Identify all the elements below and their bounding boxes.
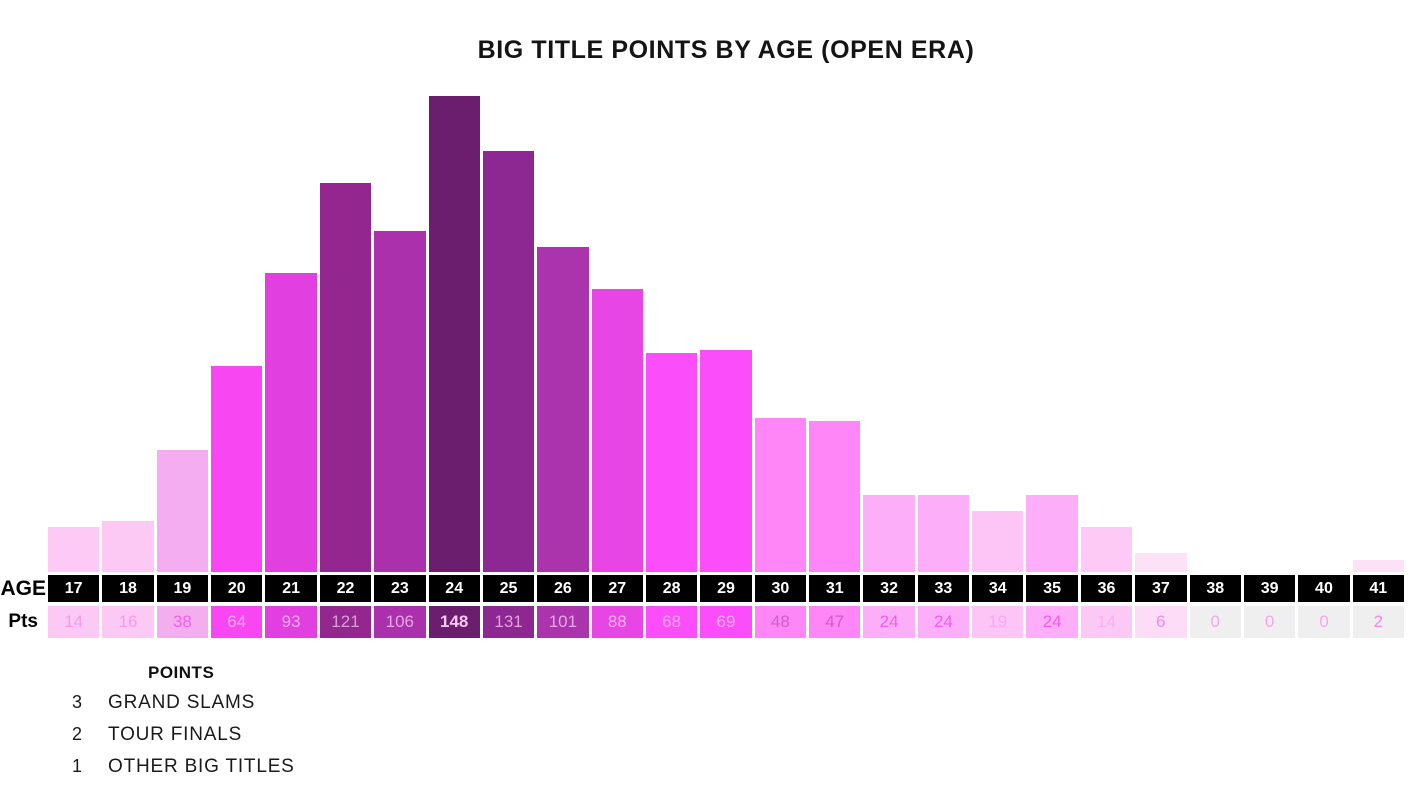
- pts-cell-26: 101: [537, 606, 589, 638]
- pts-cell-38: 0: [1189, 606, 1241, 638]
- age-cell-34: 34: [972, 575, 1024, 602]
- pts-cell-19: 38: [156, 606, 209, 638]
- age-cell-38: 38: [1189, 575, 1241, 602]
- bar-age-20: [211, 366, 263, 572]
- age-cell-37: 37: [1135, 575, 1187, 602]
- pts-cell-36: 14: [1080, 606, 1133, 638]
- bar-age-18: [102, 521, 154, 572]
- bar-age-30: [754, 418, 807, 572]
- pts-cell-40: 0: [1298, 606, 1350, 638]
- bar-age-25: [482, 151, 535, 572]
- legend-item-grand-slams: 3 GRAND SLAMS: [0, 692, 255, 714]
- pts-cell-37: 6: [1135, 606, 1187, 638]
- age-axis-label: AGE: [0, 577, 46, 600]
- bar-age-36: [1080, 527, 1133, 572]
- plot-area: [48, 96, 1404, 572]
- bar-age-37: [1135, 553, 1187, 572]
- bar-age-22: [319, 183, 372, 572]
- age-cell-25: 25: [482, 575, 535, 602]
- pts-cell-31: 47: [809, 606, 861, 638]
- age-cell-41: 41: [1352, 575, 1404, 602]
- age-cell-18: 18: [102, 575, 154, 602]
- age-cell-36: 36: [1080, 575, 1133, 602]
- pts-cell-33: 24: [917, 606, 970, 638]
- bar-age-26: [537, 247, 589, 572]
- age-cell-24: 24: [428, 575, 480, 602]
- legend-item-label: OTHER BIG TITLES: [108, 756, 295, 777]
- age-cell-39: 39: [1243, 575, 1296, 602]
- bar-age-31: [809, 421, 861, 572]
- age-cell-29: 29: [700, 575, 752, 602]
- age-cell-40: 40: [1298, 575, 1350, 602]
- pts-cell-24: 148: [428, 606, 480, 638]
- age-cell-21: 21: [265, 575, 317, 602]
- legend-points-value: 2: [71, 724, 82, 744]
- pts-cell-29: 69: [700, 606, 752, 638]
- age-cell-20: 20: [211, 575, 263, 602]
- legend-title: POINTS: [148, 663, 215, 682]
- age-cell-28: 28: [645, 575, 698, 602]
- bar-age-28: [645, 353, 698, 572]
- bar-age-23: [374, 231, 426, 572]
- bar-age-29: [700, 350, 752, 572]
- pts-cell-17: 14: [48, 606, 100, 638]
- pts-row-label: Pts: [8, 611, 38, 632]
- pts-cell-30: 48: [754, 606, 807, 638]
- age-cell-26: 26: [537, 575, 589, 602]
- bar-age-41: [1352, 560, 1404, 572]
- pts-cell-23: 106: [374, 606, 426, 638]
- pts-value-row: 14 16 38 64 93 121 106 148 131 101 88 68 69 48 47 24 24 1…: [48, 606, 1404, 638]
- pts-cell-20: 64: [211, 606, 263, 638]
- pts-cell-27: 88: [591, 606, 643, 638]
- pts-cell-35: 24: [1026, 606, 1078, 638]
- pts-cell-18: 16: [102, 606, 154, 638]
- pts-cell-21: 93: [265, 606, 317, 638]
- age-cell-32: 32: [863, 575, 915, 602]
- pts-cell-41: 2: [1352, 606, 1404, 638]
- age-cell-23: 23: [374, 575, 426, 602]
- age-cell-22: 22: [319, 575, 372, 602]
- age-cell-17: 17: [48, 575, 100, 602]
- pts-cell-34: 19: [972, 606, 1024, 638]
- age-cell-31: 31: [809, 575, 861, 602]
- bar-age-27: [591, 289, 643, 572]
- legend-item-label: GRAND SLAMS: [108, 692, 256, 713]
- age-cell-30: 30: [754, 575, 807, 602]
- age-axis-row: 17 18 19 20 21 22 23 24 25 26 27 28 29 30 31 32 33 34 35 36…: [48, 575, 1404, 602]
- bar-age-35: [1026, 495, 1078, 572]
- legend-item-tour-finals: 2 TOUR FINALS: [0, 724, 242, 746]
- age-cell-33: 33: [917, 575, 970, 602]
- chart-title: BIG TITLE POINTS BY AGE (OPEN ERA): [477, 36, 975, 64]
- age-cell-35: 35: [1026, 575, 1078, 602]
- pts-cell-22: 121: [319, 606, 372, 638]
- bar-age-19: [156, 450, 209, 572]
- bar-age-32: [863, 495, 915, 572]
- legend-points-value: 3: [71, 692, 82, 712]
- pts-cell-28: 68: [645, 606, 698, 638]
- bar-age-24: [428, 96, 480, 572]
- age-cell-19: 19: [156, 575, 209, 602]
- bar-age-17: [48, 527, 100, 572]
- legend-item-other-big-titles: 1 OTHER BIG TITLES: [0, 756, 295, 778]
- pts-cell-25: 131: [482, 606, 535, 638]
- bar-age-21: [265, 273, 317, 572]
- pts-cell-39: 0: [1243, 606, 1296, 638]
- bar-age-34: [972, 511, 1024, 572]
- pts-cell-32: 24: [863, 606, 915, 638]
- legend-item-label: TOUR FINALS: [108, 724, 243, 745]
- bar-age-33: [917, 495, 970, 572]
- age-cell-27: 27: [591, 575, 643, 602]
- legend-points-value: 1: [71, 756, 82, 776]
